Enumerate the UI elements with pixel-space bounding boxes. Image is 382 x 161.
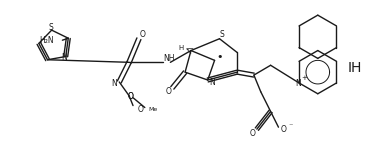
Text: O: O: [250, 129, 256, 138]
Text: H: H: [179, 45, 184, 51]
Text: N: N: [295, 79, 301, 88]
Text: O: O: [127, 92, 133, 101]
Text: IH: IH: [348, 61, 362, 75]
Text: Me: Me: [149, 107, 158, 112]
Text: S: S: [48, 23, 53, 32]
Text: O: O: [138, 105, 144, 114]
Text: ⁻: ⁻: [288, 122, 293, 131]
Text: •: •: [216, 52, 223, 62]
Text: O: O: [165, 87, 172, 96]
Text: +: +: [301, 75, 307, 81]
Text: N: N: [112, 79, 117, 88]
Text: N: N: [210, 78, 215, 87]
Text: O: O: [280, 125, 286, 134]
Text: S: S: [219, 30, 224, 39]
Text: NH: NH: [163, 54, 175, 63]
Text: O: O: [140, 30, 146, 39]
Text: H₂N: H₂N: [39, 36, 53, 45]
Text: O: O: [128, 92, 134, 101]
Text: N: N: [61, 53, 66, 62]
